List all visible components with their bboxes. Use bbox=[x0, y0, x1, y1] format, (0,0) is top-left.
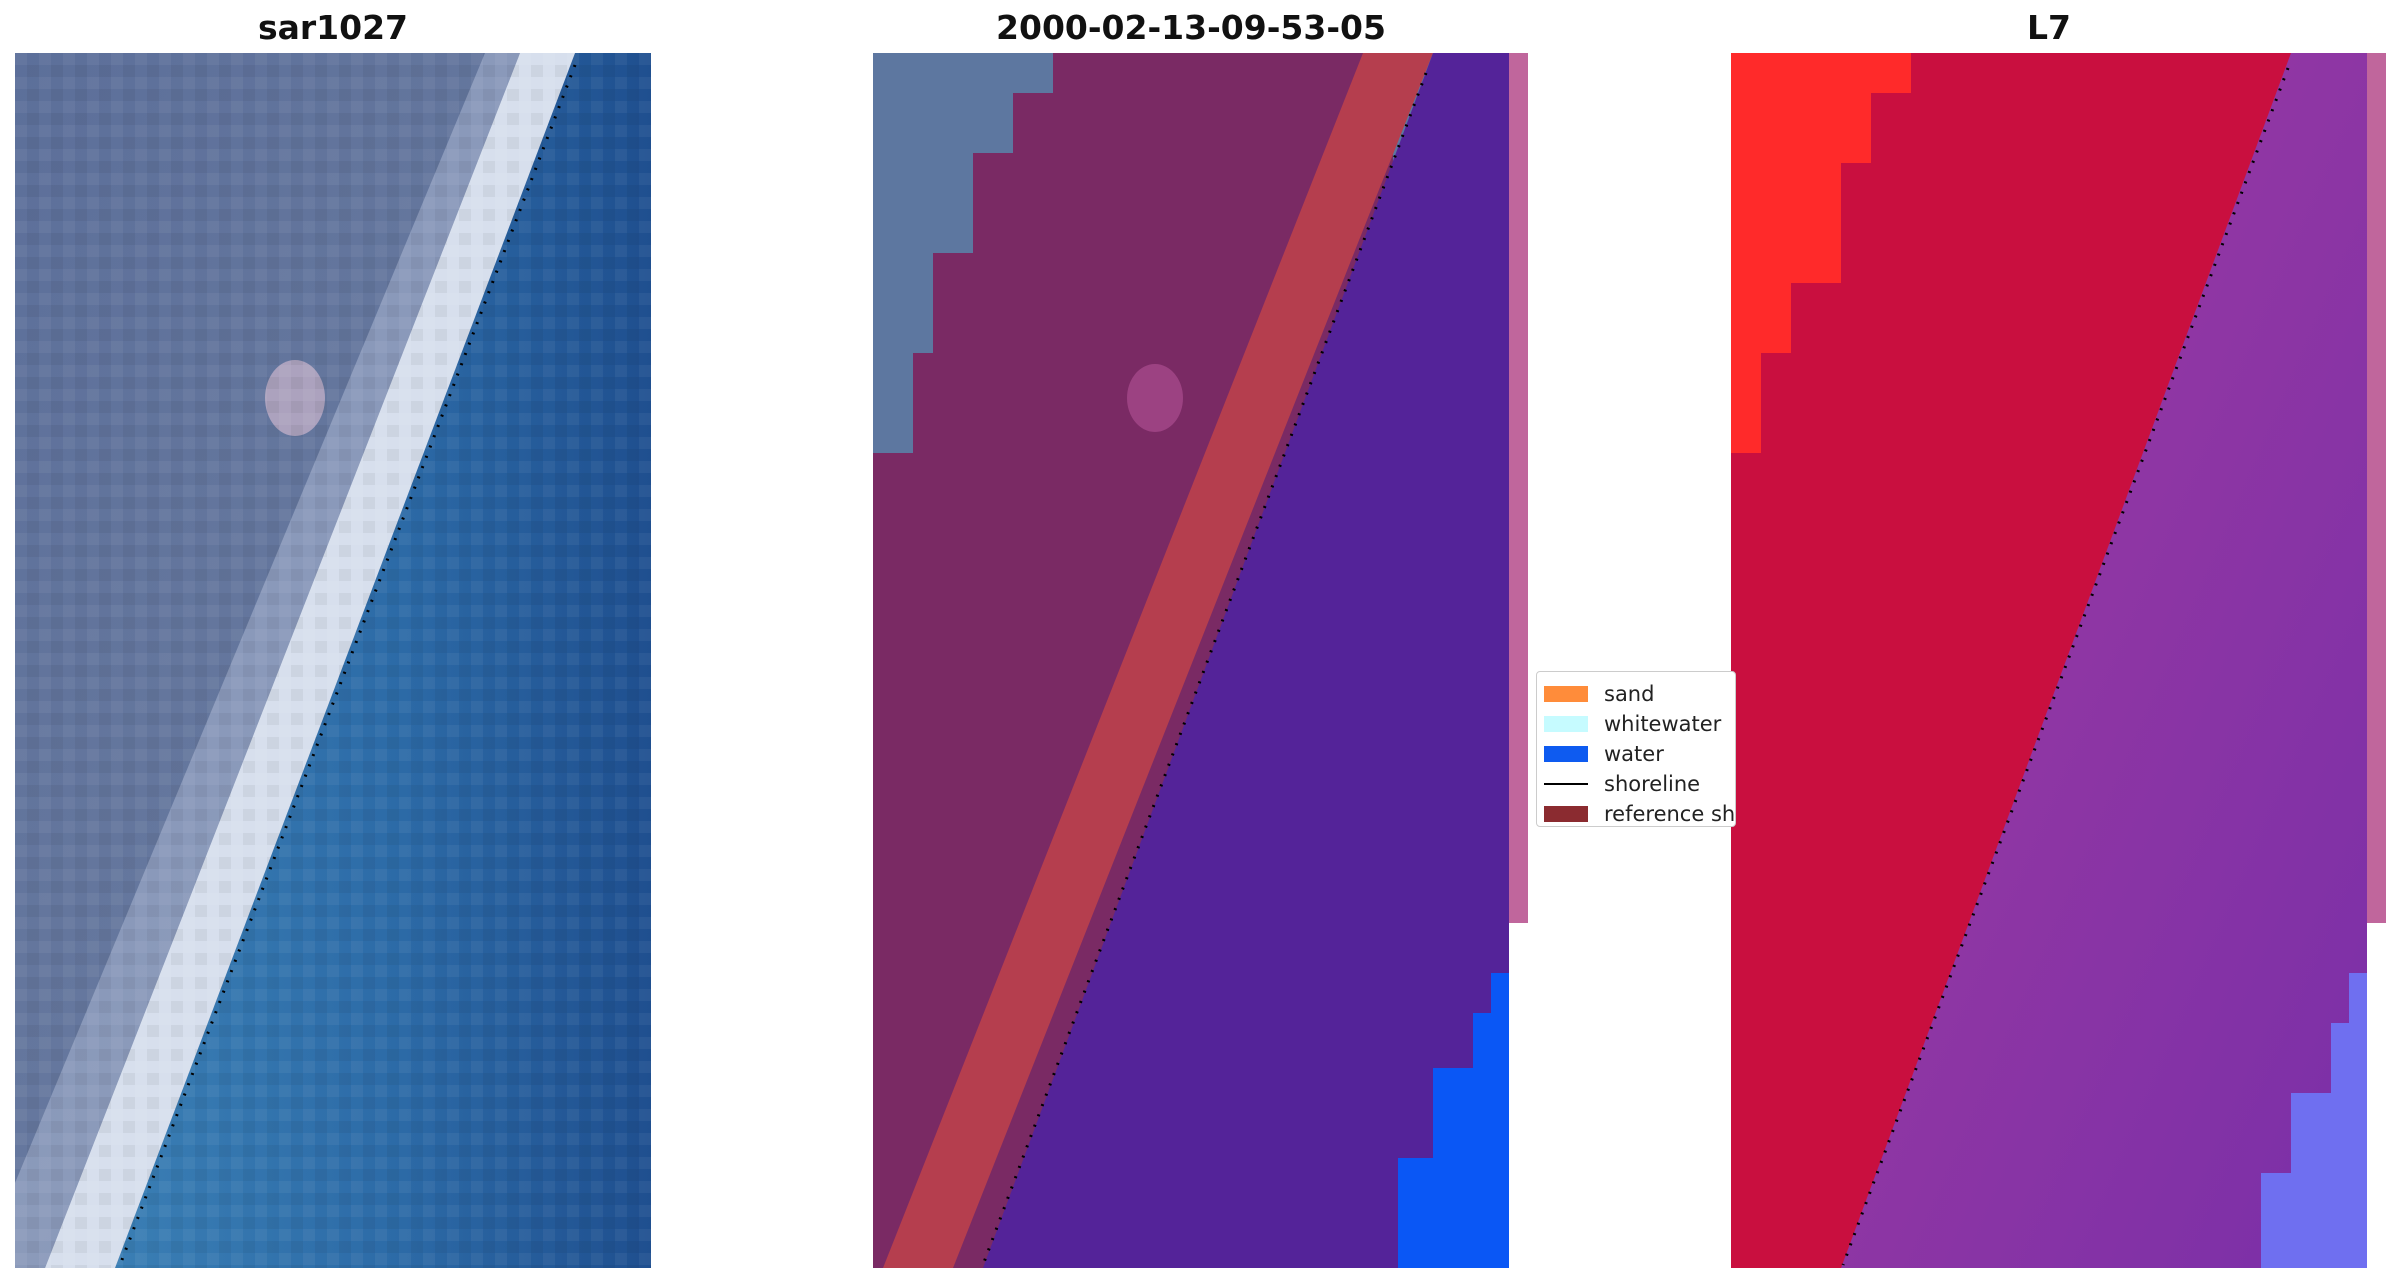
panel-title-classification: 2000-02-13-09-53-05 bbox=[996, 8, 1386, 47]
sat-water bbox=[1841, 53, 2367, 1268]
legend-label-sand: sand bbox=[1604, 682, 1655, 706]
legend-item-whitewater: whitewater bbox=[1544, 710, 1735, 738]
satellite-panel bbox=[1731, 53, 2386, 1268]
reference-shoreline-swatch bbox=[1544, 806, 1588, 822]
legend-item-water: water bbox=[1544, 740, 1735, 768]
panel-title-satellite: L7 bbox=[2027, 8, 2071, 47]
legend-label-shoreline: shoreline bbox=[1604, 772, 1701, 796]
satellite-image bbox=[1731, 53, 2386, 1268]
class-sand-band bbox=[883, 53, 1433, 1268]
class-water bbox=[983, 53, 1509, 1268]
sat-land-bright bbox=[1731, 53, 1911, 453]
legend-item-reference-shoreline: reference shoreline bbox=[1544, 800, 1736, 826]
legend-item-shoreline: shoreline bbox=[1544, 770, 1735, 798]
classification-image bbox=[873, 53, 1528, 1268]
legend-item-sand: sand bbox=[1544, 680, 1735, 708]
water-swatch bbox=[1544, 746, 1588, 762]
legend-label-water: water bbox=[1604, 742, 1664, 766]
legend-label-reference-shoreline: reference shoreline bbox=[1604, 802, 1736, 826]
rgb-pixel-texture bbox=[15, 53, 651, 1268]
whitewater-swatch bbox=[1544, 716, 1588, 732]
rgb-image bbox=[15, 53, 651, 1268]
class-water-edge bbox=[1398, 973, 1509, 1268]
legend: sand whitewater water shoreline referenc… bbox=[1536, 671, 1736, 827]
class-edge-strip bbox=[1509, 53, 1528, 923]
sand-swatch bbox=[1544, 686, 1588, 702]
shoreline bbox=[1841, 67, 2290, 1266]
rgb-image-panel bbox=[15, 53, 651, 1268]
panel-title-rgb: sar1027 bbox=[257, 8, 409, 47]
sat-edge-strip bbox=[2367, 53, 2386, 923]
classification-panel bbox=[873, 53, 1528, 1268]
class-building bbox=[1127, 364, 1183, 432]
legend-label-whitewater: whitewater bbox=[1604, 712, 1722, 736]
sat-water-corner bbox=[2261, 973, 2367, 1268]
shoreline-line-swatch bbox=[1544, 783, 1588, 785]
